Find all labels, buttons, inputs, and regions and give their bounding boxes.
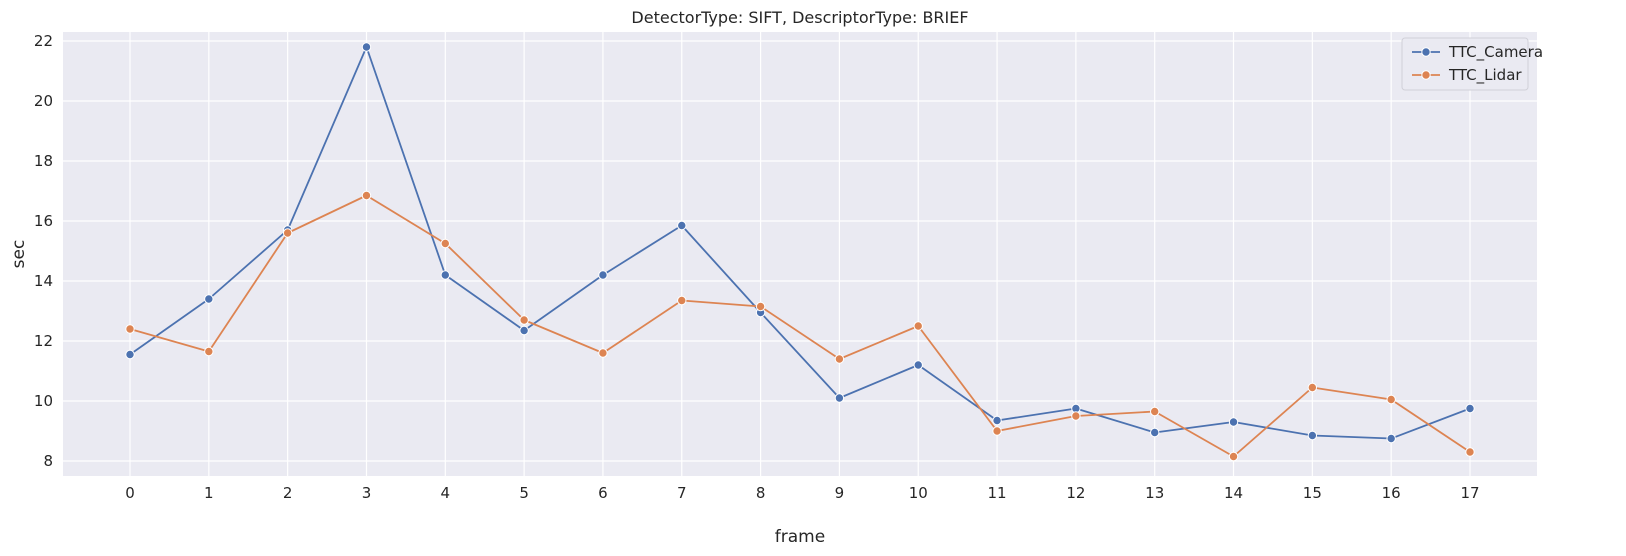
data-point <box>519 315 529 325</box>
data-point <box>598 270 608 280</box>
data-point <box>1386 394 1396 405</box>
y-tick-label: 14 <box>34 272 53 290</box>
legend-marker <box>1421 47 1431 57</box>
legend-label: TTC_Camera <box>1448 43 1543 62</box>
y-axis-label: sec <box>9 240 29 269</box>
x-tick-label: 15 <box>1303 484 1322 502</box>
x-tick-label: 4 <box>441 484 451 502</box>
x-tick-label: 16 <box>1382 484 1401 502</box>
x-tick-label: 7 <box>677 484 687 502</box>
series-line <box>129 194 1471 458</box>
x-tick-label: 8 <box>756 484 766 502</box>
x-tick-label: 0 <box>125 484 135 502</box>
plot-area <box>63 32 1537 476</box>
y-tick-label: 8 <box>43 452 53 470</box>
x-tick-label: 17 <box>1460 484 1479 502</box>
x-tick-label: 14 <box>1224 484 1243 502</box>
data-point <box>992 415 1002 426</box>
y-tick-label: 16 <box>34 212 53 230</box>
data-point <box>204 346 214 357</box>
legend-box <box>1401 37 1529 91</box>
data-point <box>125 349 135 360</box>
data-point <box>1150 427 1160 438</box>
y-tick-label: 10 <box>34 392 53 410</box>
x-tick-label: 12 <box>1066 484 1085 502</box>
data-point <box>1307 382 1318 393</box>
data-point <box>992 426 1002 436</box>
data-point <box>834 393 845 403</box>
legend-marker <box>1421 70 1431 80</box>
series-TTC_Lidar <box>125 190 1475 462</box>
legend-label: TTC_Lidar <box>1448 66 1522 85</box>
x-tick-label: 1 <box>204 484 214 502</box>
x-tick-label: 2 <box>283 484 293 502</box>
y-tick-label: 18 <box>34 152 53 170</box>
data-point <box>677 295 687 306</box>
data-point <box>1150 406 1160 417</box>
x-tick-label: 11 <box>988 484 1007 502</box>
data-point <box>834 354 845 364</box>
data-point <box>204 294 214 304</box>
y-tick-label: 12 <box>34 332 53 350</box>
data-point <box>1465 403 1475 414</box>
x-tick-label: 13 <box>1145 484 1164 502</box>
x-tick-label: 9 <box>835 484 845 502</box>
data-point <box>1386 433 1396 444</box>
x-tick-label: 6 <box>598 484 608 502</box>
data-point <box>1465 447 1475 457</box>
grid-layer <box>63 32 1537 476</box>
y-tick-label: 22 <box>34 32 53 50</box>
axis-layer: 0 1 2 3 4 5 6 7 8 9 10 11 12 13 14 15 16 1781012141618202… <box>34 32 1480 502</box>
x-axis-label: frame <box>775 527 825 547</box>
x-tick-label: 5 <box>519 484 529 502</box>
chart-title: DetectorType: SIFT, DescriptorType: BRIE… <box>631 8 968 27</box>
data-point <box>440 270 450 280</box>
series-layer <box>125 42 1475 462</box>
data-point <box>913 360 923 370</box>
series-line <box>129 46 1471 440</box>
data-point <box>519 325 529 336</box>
legend: TTC_Camera TTC_Lidar <box>1401 37 1543 91</box>
data-point <box>913 321 923 331</box>
data-point <box>1307 430 1318 441</box>
series-TTC_Camera <box>125 42 1475 444</box>
data-point <box>1071 411 1081 421</box>
y-tick-label: 20 <box>34 92 53 110</box>
data-point <box>282 228 293 238</box>
data-point <box>440 238 450 249</box>
data-point <box>361 190 372 201</box>
data-point <box>598 348 608 358</box>
x-tick-label: 3 <box>362 484 372 502</box>
data-point <box>755 301 766 312</box>
x-tick-label: 10 <box>909 484 928 502</box>
data-point <box>125 324 135 334</box>
data-point <box>361 42 372 52</box>
data-point <box>677 220 687 231</box>
data-point <box>1228 417 1239 427</box>
data-point <box>1228 451 1239 462</box>
